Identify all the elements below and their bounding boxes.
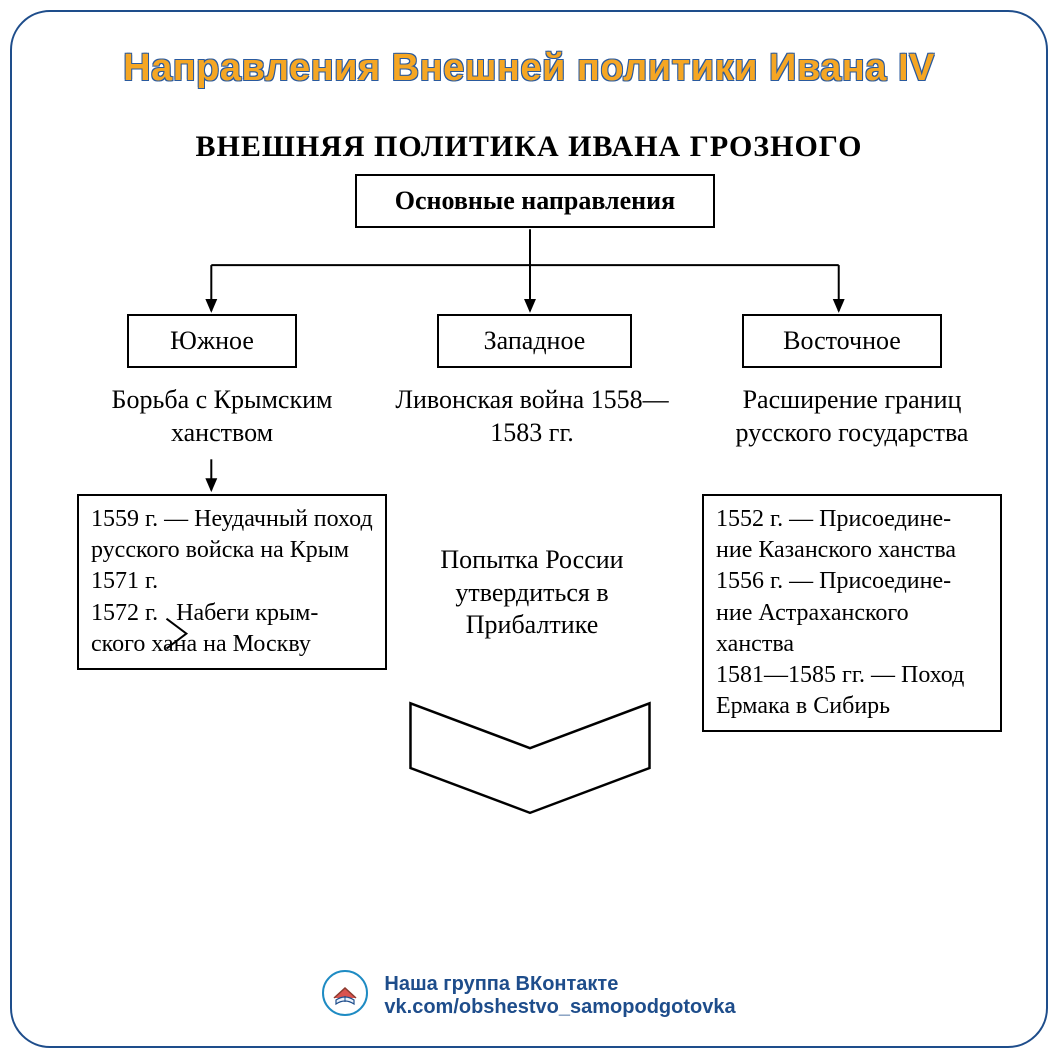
west-desc-text: Ливонская война 1558—1583 гг.: [395, 385, 668, 447]
branch-west-label: Западное: [484, 326, 586, 355]
south-desc: Борьба с Крымским ханством: [82, 384, 362, 449]
footer: Наша группа ВКонтакте vk.com/obshestvo_s…: [12, 970, 1046, 1021]
slide-card: Направления Внешней политики Ивана IV ВН…: [10, 10, 1048, 1048]
sub-title: ВНЕШНЯЯ ПОЛИТИКА ИВАНА ГРОЗНОГО: [42, 130, 1016, 164]
branch-east-box: Восточное: [742, 314, 942, 368]
branch-south-label: Южное: [170, 326, 254, 355]
east-desc-text: Расширение границ русского государства: [736, 385, 969, 447]
east-desc: Расширение границ русского государства: [702, 384, 1002, 449]
south-desc-text: Борьба с Крымским ханством: [112, 385, 333, 447]
branch-east-label: Восточное: [783, 326, 901, 355]
south-detail-box: 1559 г. — Неудачный поход русского войск…: [77, 494, 387, 670]
west-center-label: Попытка России утвердиться в Прибалтике: [440, 545, 623, 639]
vk-group-icon: [322, 970, 368, 1021]
diagram-area: Основные направления Южное Западное Вост…: [42, 174, 1016, 894]
branch-west-box: Западное: [437, 314, 632, 368]
root-box-label: Основные направления: [395, 186, 675, 215]
root-box: Основные направления: [355, 174, 715, 228]
footer-line-2: vk.com/obshestvo_samopodgotovka: [384, 996, 735, 1019]
east-detail-box: 1552 г. — Присоедине-ние Казанского ханс…: [702, 494, 1002, 732]
west-desc: Ливонская война 1558—1583 гг.: [392, 384, 672, 449]
branch-south-box: Южное: [127, 314, 297, 368]
main-title: Направления Внешней политики Ивана IV: [42, 47, 1016, 90]
west-center-text: Попытка России утвердиться в Прибалтике: [417, 544, 647, 642]
footer-line-1: Наша группа ВКонтакте: [384, 973, 735, 996]
